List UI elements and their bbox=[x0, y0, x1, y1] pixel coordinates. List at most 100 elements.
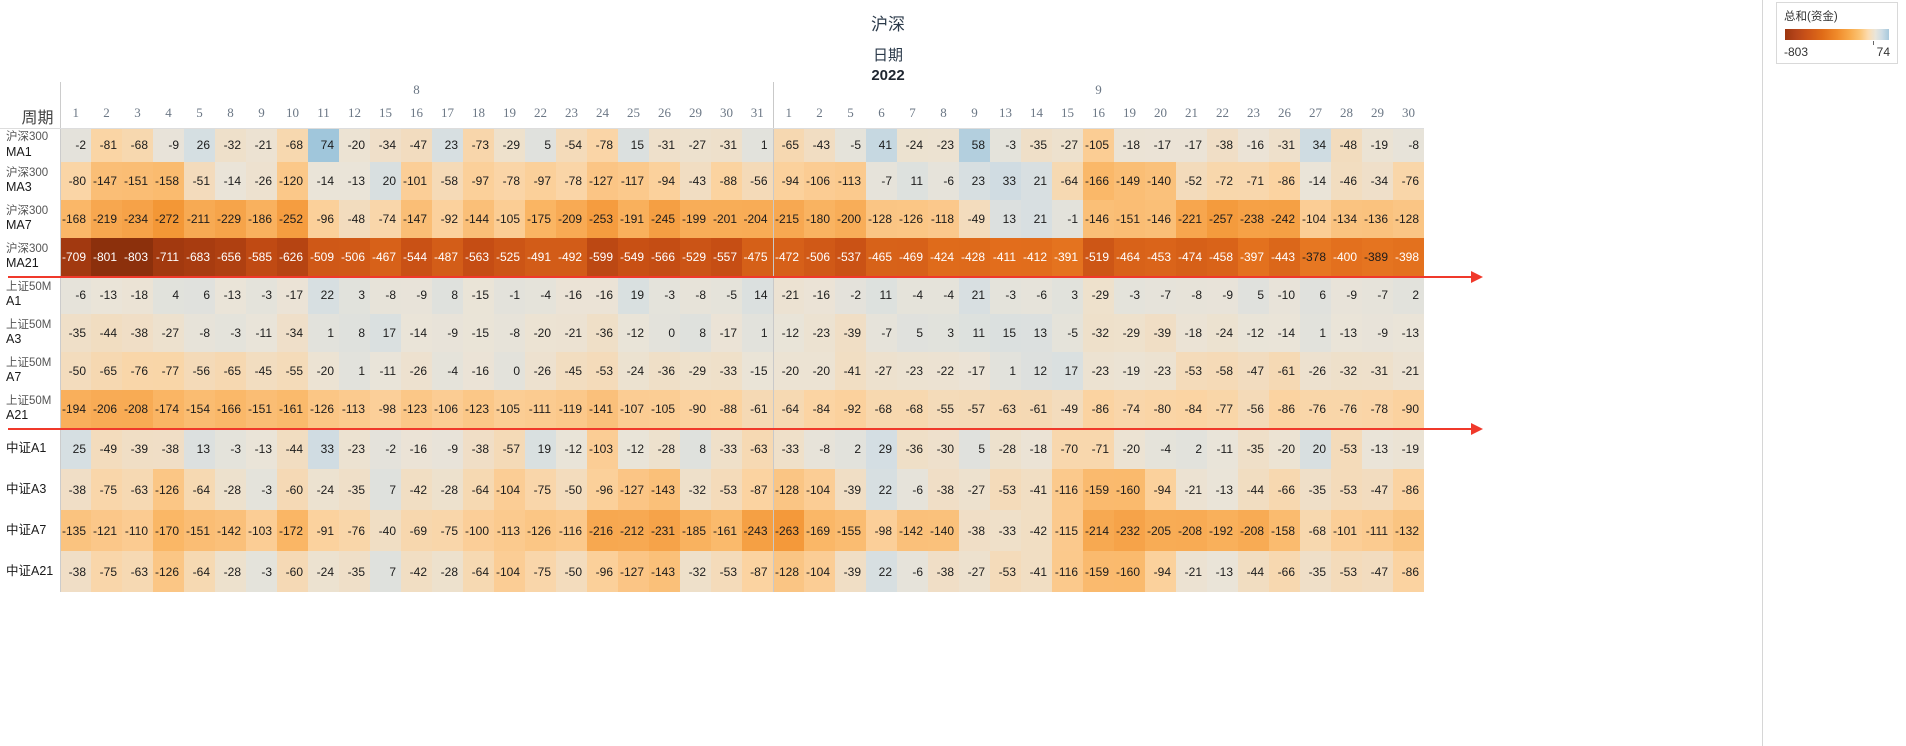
heatmap-cell[interactable]: -8 bbox=[370, 276, 401, 314]
heatmap-cell[interactable]: -49 bbox=[959, 200, 990, 238]
heatmap-cell[interactable]: -656 bbox=[215, 238, 246, 276]
heatmap-cell[interactable]: -100 bbox=[463, 510, 494, 551]
heatmap-cell[interactable]: -80 bbox=[60, 162, 91, 200]
heatmap-cell[interactable]: -74 bbox=[370, 200, 401, 238]
heatmap-cell[interactable]: -27 bbox=[680, 128, 711, 162]
heatmap-cell[interactable]: -19 bbox=[1362, 128, 1393, 162]
heatmap-cell[interactable]: -53 bbox=[587, 352, 618, 390]
heatmap-cell[interactable]: -3 bbox=[215, 428, 246, 469]
heatmap-cell[interactable]: -14 bbox=[401, 314, 432, 352]
heatmap-cell[interactable]: -75 bbox=[432, 510, 463, 551]
day-header-8[interactable]: 11 bbox=[308, 98, 339, 129]
heatmap-cell[interactable]: -45 bbox=[246, 352, 277, 390]
heatmap-cell[interactable]: -4 bbox=[1145, 428, 1176, 469]
heatmap-cell[interactable]: -24 bbox=[308, 551, 339, 592]
heatmap-cell[interactable]: -21 bbox=[1393, 352, 1424, 390]
heatmap-cell[interactable]: -53 bbox=[711, 551, 742, 592]
heatmap-cell[interactable]: -14 bbox=[308, 162, 339, 200]
heatmap-cell[interactable]: -465 bbox=[866, 238, 897, 276]
heatmap-cell[interactable]: 12 bbox=[1021, 352, 1052, 390]
heatmap-cell[interactable]: -88 bbox=[711, 162, 742, 200]
heatmap-cell[interactable]: -160 bbox=[1114, 469, 1145, 510]
day-header-2[interactable]: 3 bbox=[122, 98, 153, 129]
heatmap-cell[interactable]: -544 bbox=[401, 238, 432, 276]
day-header-26[interactable]: 6 bbox=[866, 98, 897, 129]
heatmap-cell[interactable]: 0 bbox=[649, 314, 680, 352]
heatmap-cell[interactable]: -424 bbox=[928, 238, 959, 276]
heatmap-cell[interactable]: -174 bbox=[153, 390, 184, 428]
heatmap-cell[interactable]: -6 bbox=[897, 469, 928, 510]
heatmap-cell[interactable]: -32 bbox=[680, 551, 711, 592]
heatmap-cell[interactable]: -13 bbox=[215, 276, 246, 314]
heatmap-cell[interactable]: -68 bbox=[1300, 510, 1331, 551]
heatmap-cell[interactable]: -453 bbox=[1145, 238, 1176, 276]
heatmap-cell[interactable]: 20 bbox=[370, 162, 401, 200]
heatmap-cell[interactable]: -115 bbox=[1052, 510, 1083, 551]
day-header-23[interactable]: 1 bbox=[772, 98, 804, 129]
heatmap-cell[interactable]: 23 bbox=[959, 162, 990, 200]
heatmap-cell[interactable]: 25 bbox=[60, 428, 91, 469]
heatmap-cell[interactable]: -160 bbox=[1114, 551, 1145, 592]
day-header-36[interactable]: 21 bbox=[1176, 98, 1207, 129]
heatmap-cell[interactable]: -7 bbox=[1362, 276, 1393, 314]
heatmap-cell[interactable]: -13 bbox=[1207, 551, 1238, 592]
heatmap-cell[interactable]: -75 bbox=[91, 551, 122, 592]
heatmap-cell[interactable]: -5 bbox=[835, 128, 866, 162]
heatmap-cell[interactable]: -263 bbox=[772, 510, 804, 551]
heatmap-cell[interactable]: -39 bbox=[835, 551, 866, 592]
heatmap-cell[interactable]: -151 bbox=[246, 390, 277, 428]
heatmap-cell[interactable]: -12 bbox=[1238, 314, 1269, 352]
heatmap-cell[interactable]: -529 bbox=[680, 238, 711, 276]
heatmap-cell[interactable]: 17 bbox=[370, 314, 401, 352]
heatmap-cell[interactable]: -31 bbox=[1362, 352, 1393, 390]
heatmap-cell[interactable]: -111 bbox=[1362, 510, 1393, 551]
heatmap-cell[interactable]: -16 bbox=[463, 352, 494, 390]
heatmap-cell[interactable]: -143 bbox=[649, 469, 680, 510]
heatmap-cell[interactable]: -585 bbox=[246, 238, 277, 276]
heatmap-cell[interactable]: -1 bbox=[1052, 200, 1083, 238]
heatmap-cell[interactable]: -53 bbox=[711, 469, 742, 510]
heatmap-cell[interactable]: 58 bbox=[959, 128, 990, 162]
day-header-30[interactable]: 13 bbox=[990, 98, 1021, 129]
heatmap-cell[interactable]: -27 bbox=[959, 551, 990, 592]
heatmap-cell[interactable]: -16 bbox=[804, 276, 835, 314]
heatmap-cell[interactable]: -5 bbox=[1052, 314, 1083, 352]
heatmap-cell[interactable]: -43 bbox=[680, 162, 711, 200]
heatmap-cell[interactable]: -126 bbox=[897, 200, 928, 238]
heatmap-cell[interactable]: -12 bbox=[618, 314, 649, 352]
heatmap-cell[interactable]: -11 bbox=[370, 352, 401, 390]
heatmap-cell[interactable]: -29 bbox=[1083, 276, 1114, 314]
heatmap-cell[interactable]: -9 bbox=[401, 276, 432, 314]
heatmap-cell[interactable]: -13 bbox=[1393, 314, 1424, 352]
heatmap-cell[interactable]: -231 bbox=[649, 510, 680, 551]
heatmap-cell[interactable]: 1 bbox=[339, 352, 370, 390]
heatmap-cell[interactable]: -31 bbox=[649, 128, 680, 162]
day-header-20[interactable]: 29 bbox=[680, 98, 711, 129]
heatmap-cell[interactable]: -38 bbox=[60, 551, 91, 592]
heatmap-cell[interactable]: -31 bbox=[1269, 128, 1300, 162]
heatmap-cell[interactable]: -525 bbox=[494, 238, 525, 276]
heatmap-cell[interactable]: 7 bbox=[370, 551, 401, 592]
heatmap-cell[interactable]: -126 bbox=[308, 390, 339, 428]
heatmap-cell[interactable]: -18 bbox=[1021, 428, 1052, 469]
heatmap-cell[interactable]: -86 bbox=[1393, 551, 1424, 592]
heatmap-cell[interactable]: -78 bbox=[587, 128, 618, 162]
heatmap-cell[interactable]: -563 bbox=[463, 238, 494, 276]
heatmap-cell[interactable]: -58 bbox=[1207, 352, 1238, 390]
heatmap-cell[interactable]: -211 bbox=[184, 200, 215, 238]
heatmap-cell[interactable]: -170 bbox=[153, 510, 184, 551]
heatmap-cell[interactable]: -116 bbox=[556, 510, 587, 551]
heatmap-cell[interactable]: -3 bbox=[246, 276, 277, 314]
heatmap-cell[interactable]: -41 bbox=[1021, 469, 1052, 510]
heatmap-cell[interactable]: -64 bbox=[1052, 162, 1083, 200]
heatmap-cell[interactable]: -50 bbox=[556, 469, 587, 510]
heatmap-cell[interactable]: -35 bbox=[1238, 428, 1269, 469]
heatmap-cell[interactable]: 5 bbox=[525, 128, 556, 162]
heatmap-cell[interactable]: -113 bbox=[339, 390, 370, 428]
heatmap-cell[interactable]: -19 bbox=[1393, 428, 1424, 469]
heatmap-cell[interactable]: -216 bbox=[587, 510, 618, 551]
heatmap-cell[interactable]: -6 bbox=[60, 276, 91, 314]
heatmap-cell[interactable]: 1 bbox=[990, 352, 1021, 390]
heatmap-cell[interactable]: -443 bbox=[1269, 238, 1300, 276]
heatmap-cell[interactable]: -141 bbox=[587, 390, 618, 428]
